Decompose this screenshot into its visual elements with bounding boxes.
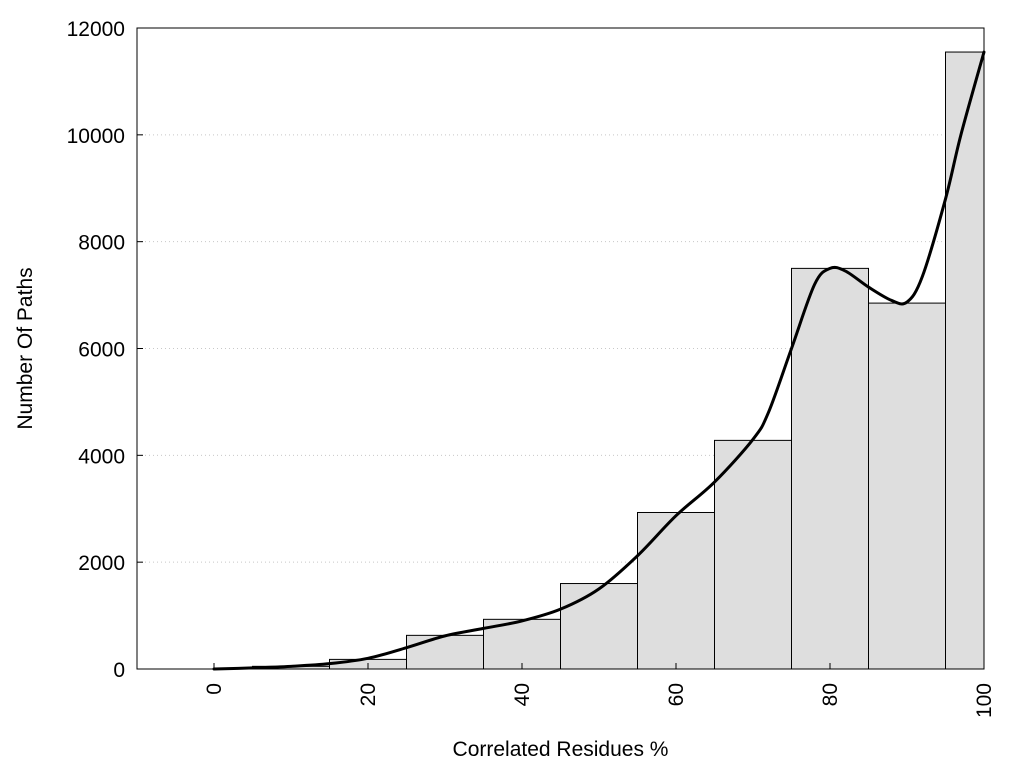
x-tick-label: 60 <box>665 683 688 706</box>
y-tick-label: 0 <box>113 659 125 682</box>
y-axis-ticks: 0 2000 4000 6000 8000 10000 12000 <box>67 18 143 682</box>
y-tick-label: 4000 <box>78 445 125 468</box>
x-tick-label: 80 <box>819 683 842 706</box>
y-tick-label: 6000 <box>78 339 125 362</box>
histogram-bar <box>406 634 484 670</box>
y-tick-label: 2000 <box>78 552 125 575</box>
y-axis-title: Number Of Paths <box>14 267 37 429</box>
histogram-bar <box>945 51 985 670</box>
y-tick-label: 10000 <box>67 125 125 148</box>
y-tick-label: 8000 <box>78 232 125 255</box>
trend-curve-line <box>212 50 986 671</box>
x-tick-label: 20 <box>357 683 380 706</box>
x-axis-ticks: 0 20 40 60 80 100 <box>203 663 996 718</box>
histogram-bars <box>252 51 985 670</box>
histogram-bar <box>791 267 869 670</box>
x-tick-label: 0 <box>203 683 226 695</box>
histogram-bar <box>714 439 792 670</box>
histogram-bar <box>637 511 715 670</box>
x-tick-label: 100 <box>973 683 996 718</box>
histogram-bar <box>868 302 946 670</box>
x-axis-title: Correlated Residues % <box>453 738 669 761</box>
histogram-bar <box>560 583 638 670</box>
y-tick-label: 12000 <box>67 18 125 41</box>
x-tick-label: 40 <box>511 683 534 706</box>
histogram-bar <box>483 618 561 670</box>
trend-curve <box>212 50 986 671</box>
